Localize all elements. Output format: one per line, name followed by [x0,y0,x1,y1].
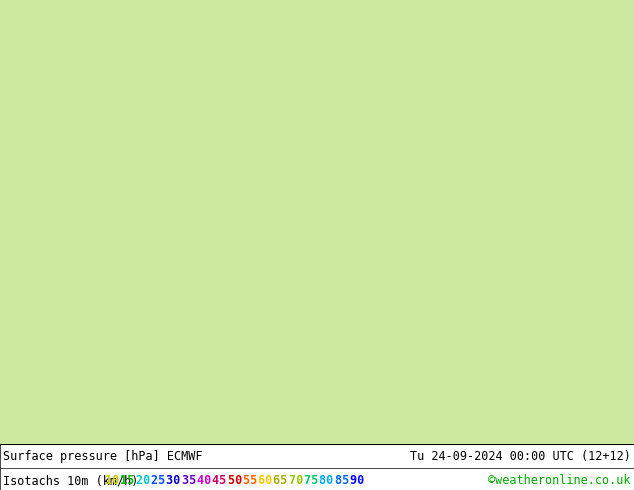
Text: 50: 50 [228,474,249,487]
Text: 35: 35 [182,474,203,487]
Text: 90: 90 [350,474,372,487]
Text: 55: 55 [243,474,264,487]
Text: 70: 70 [288,474,310,487]
Text: 10: 10 [105,474,127,487]
Text: 80: 80 [320,474,340,487]
Text: 15: 15 [120,474,142,487]
Text: 25: 25 [151,474,172,487]
Text: ©weatheronline.co.uk: ©weatheronline.co.uk [488,474,631,487]
Text: Tu 24-09-2024 00:00 UTC (12+12): Tu 24-09-2024 00:00 UTC (12+12) [410,450,631,464]
Text: 65: 65 [273,474,295,487]
Text: 60: 60 [258,474,280,487]
Text: Isotachs 10m (km/h): Isotachs 10m (km/h) [3,474,146,487]
Text: Surface pressure [hPa] ECMWF: Surface pressure [hPa] ECMWF [3,450,203,464]
Text: 30: 30 [166,474,188,487]
Text: 45: 45 [212,474,234,487]
Text: 75: 75 [304,474,325,487]
Text: 40: 40 [197,474,218,487]
Text: 85: 85 [335,474,356,487]
Text: 20: 20 [136,474,157,487]
